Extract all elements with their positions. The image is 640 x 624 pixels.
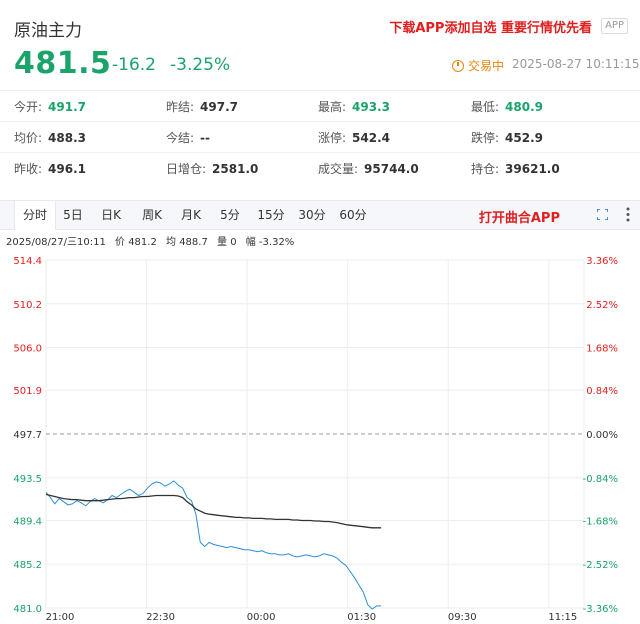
stat-value: 496.1 [48, 162, 87, 176]
y-tick-label-left: 506.0 [13, 344, 42, 355]
stat-label: 今结: [166, 131, 195, 145]
intraday-chart[interactable]: 514.4 3.36% 510.2 2.52% 506.0 1.68% 501.9 0.84%… [0, 248, 640, 624]
quote-header: 原油主力 下载APP添加自选 重要行情优先看 APP 481.5 -16.2 -… [0, 0, 640, 90]
stat-value: 480.9 [505, 100, 544, 114]
price-line [45, 480, 382, 610]
stats-row: 昨收: 496.1 日增仓: 2581.0 成交量: 95744.0 持仓: 39621.0 [0, 152, 640, 183]
y-tick-label-left: 485.2 [13, 560, 42, 571]
stat-label: 昨结: [166, 100, 195, 114]
y-tick-label-right: -1.68% [583, 516, 618, 527]
info-amplitude: 幅 -3.32% [245, 237, 295, 248]
y-tick-label-right: 2.52% [586, 300, 618, 311]
stats-row: 今开: 491.7 昨结: 497.7 最高: 493.3 最低: 480.9 [0, 90, 640, 121]
price-change: -16.2 [112, 55, 156, 75]
y-tick-label-left: 489.4 [13, 516, 42, 527]
open-app-link[interactable]: 打开曲合APP [478, 211, 560, 226]
y-tick-label-right: -3.36% [583, 604, 618, 615]
stats-row: 均价: 488.3 今结: -- 涨停: 542.4 跌停: 452.9 [0, 121, 640, 152]
stat-value: 493.3 [352, 100, 391, 114]
y-tick-label-left: 510.2 [13, 300, 42, 311]
stat-item: 最低: 480.9 [471, 98, 543, 115]
info-volume: 量 0 [217, 237, 237, 248]
more-vertical-icon[interactable] [626, 207, 630, 222]
last-price: 481.5 [14, 46, 112, 81]
app-badge: APP [601, 18, 628, 34]
instrument-title: 原油主力 [14, 21, 82, 41]
stat-item: 均价: 488.3 [14, 129, 86, 146]
y-tick-label-right: -0.84% [583, 474, 618, 485]
y-tick-label-right: 3.36% [586, 256, 618, 267]
stat-item: 持仓: 39621.0 [471, 160, 560, 177]
clock-icon [452, 59, 464, 72]
stat-item: 日增仓: 2581.0 [166, 160, 258, 177]
stat-label: 日增仓: [166, 162, 207, 176]
stats-grid: 今开: 491.7 昨结: 497.7 最高: 493.3 最低: 480.9 均价: 488.3… [0, 90, 640, 183]
x-tick-label: 00:00 [247, 612, 276, 623]
quote-timestamp: 2025-08-27 10:11:15 [512, 57, 640, 71]
stat-item: 今结: -- [166, 129, 210, 146]
stat-value: -- [200, 131, 211, 145]
stat-value: 95744.0 [364, 162, 419, 176]
stat-label: 成交量: [318, 162, 359, 176]
stat-value: 488.3 [48, 131, 87, 145]
tab-7[interactable]: 30分 [298, 208, 326, 222]
stat-value: 39621.0 [505, 162, 560, 176]
x-tick-label: 11:15 [548, 612, 577, 623]
download-app-promo-link[interactable]: 下载APP添加自选 重要行情优先看 [389, 21, 592, 36]
stat-label: 最低: [471, 100, 500, 114]
expand-icon[interactable] [597, 209, 608, 220]
y-tick-label-left: 497.7 [13, 430, 42, 441]
stat-label: 跌停: [471, 131, 500, 145]
tab-3[interactable]: 周K [142, 208, 162, 222]
y-tick-label-left: 493.5 [13, 474, 42, 485]
x-tick-label: 21:00 [46, 612, 75, 623]
stat-value: 542.4 [352, 131, 391, 145]
trading-status: 交易中 [452, 57, 504, 74]
tab-1[interactable]: 5日 [63, 208, 83, 222]
x-tick-label: 01:30 [347, 612, 376, 623]
stat-item: 最高: 493.3 [318, 98, 390, 115]
price-change-percent: -3.25% [170, 55, 231, 75]
x-tick-label: 09:30 [448, 612, 477, 623]
stat-label: 今开: [14, 100, 43, 114]
stat-item: 涨停: 542.4 [318, 129, 390, 146]
period-tabs: 打开曲合APP 分时 5日 日K 周K 月K 5分 15分 30分 60分 [0, 200, 640, 230]
y-tick-label-right: 1.68% [586, 344, 618, 355]
tab-0[interactable]: 分时 [14, 201, 56, 230]
stat-item: 跌停: 452.9 [471, 129, 543, 146]
stat-item: 今开: 491.7 [14, 98, 86, 115]
tab-5[interactable]: 5分 [220, 208, 240, 222]
info-date: 2025/08/27/三10:11 [6, 237, 106, 248]
info-avg: 均 488.7 [166, 237, 208, 248]
y-tick-label-right: -2.52% [583, 560, 618, 571]
stat-value: 2581.0 [212, 162, 259, 176]
stat-item: 昨收: 496.1 [14, 160, 86, 177]
y-tick-label-right: 0.84% [586, 386, 618, 397]
tab-6[interactable]: 15分 [257, 208, 285, 222]
stat-item: 昨结: 497.7 [166, 98, 238, 115]
trading-status-label: 交易中 [468, 59, 505, 73]
tab-8[interactable]: 60分 [339, 208, 367, 222]
stat-value: 452.9 [505, 131, 544, 145]
stat-label: 最高: [318, 100, 347, 114]
crosshair-info: 2025/08/27/三10:11 价 481.2 均 488.7 量 0 幅 … [6, 233, 300, 248]
stat-label: 涨停: [318, 131, 347, 145]
stat-label: 均价: [14, 131, 43, 145]
stat-item: 成交量: 95744.0 [318, 160, 419, 177]
stat-value: 497.7 [200, 100, 239, 114]
y-tick-label-left: 514.4 [13, 256, 42, 267]
tab-2[interactable]: 日K [101, 208, 121, 222]
stat-value: 491.7 [48, 100, 87, 114]
stat-label: 持仓: [471, 162, 500, 176]
average-line [45, 493, 382, 529]
y-tick-label-left: 481.0 [13, 604, 42, 615]
tab-4[interactable]: 月K [181, 208, 201, 222]
y-tick-label-left: 501.9 [13, 386, 42, 397]
x-tick-label: 22:30 [146, 612, 175, 623]
info-price: 价 481.2 [115, 237, 157, 248]
stat-label: 昨收: [14, 162, 43, 176]
y-tick-label-right: 0.00% [586, 430, 618, 441]
